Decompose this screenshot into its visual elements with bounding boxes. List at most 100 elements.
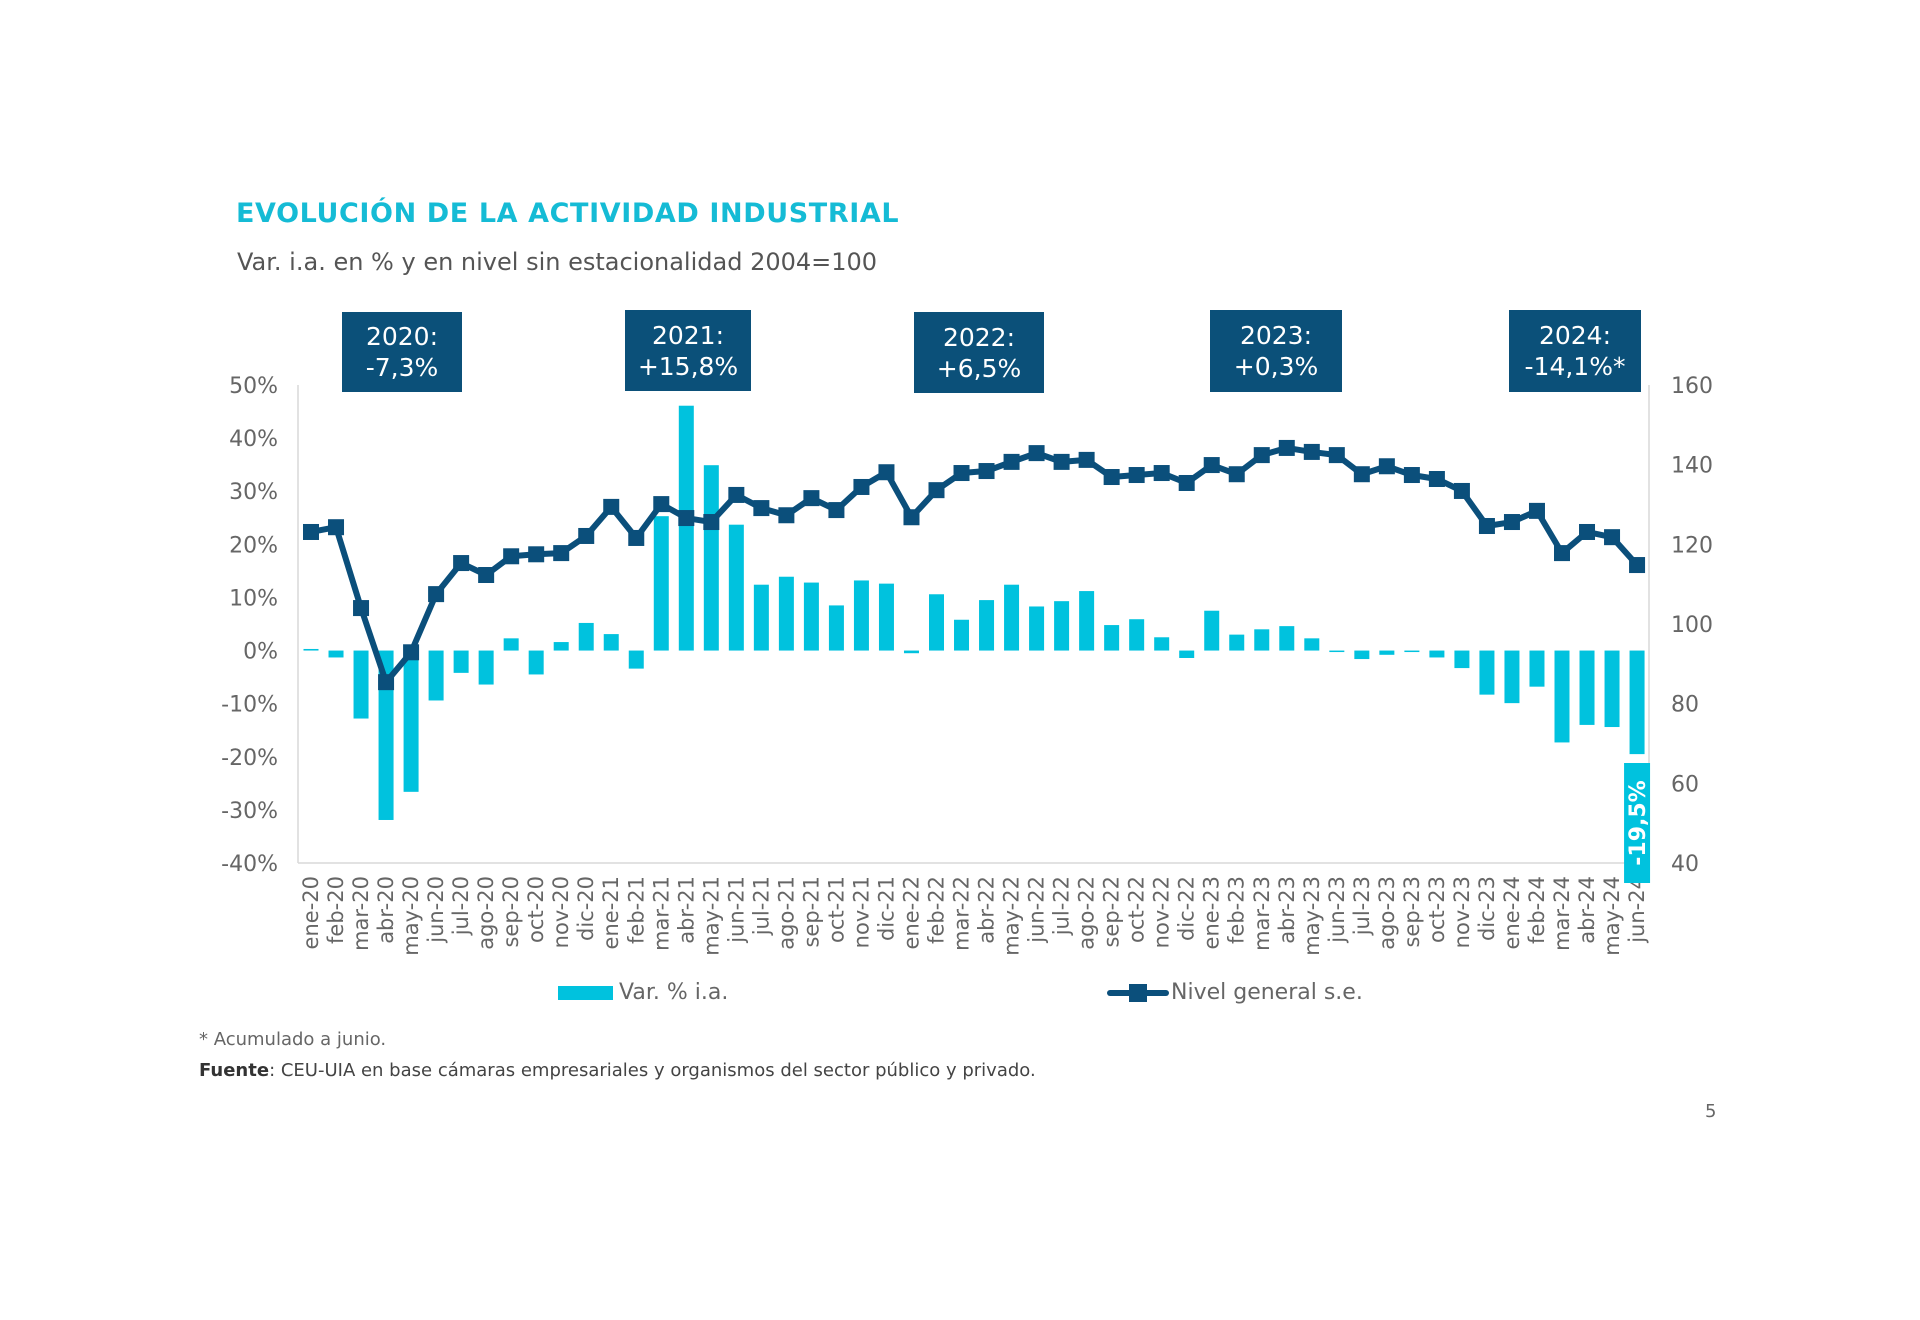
line-marker [778,507,795,524]
line-marker [928,482,945,499]
legend-bar-swatch [558,985,613,1000]
line-marker [878,464,895,481]
x-tick-label: jul-23 [1350,876,1374,936]
bar [1629,650,1645,755]
chart-title: EVOLUCIÓN DE LA ACTIVIDAD INDUSTRIAL [236,198,900,229]
x-tick-label: mar-24 [1550,876,1574,951]
annual-box-value: -7,3% [365,353,439,382]
y-right-tick-label: 80 [1671,693,1699,718]
annual-box-value: +6,5% [936,353,1022,383]
bar [979,600,995,651]
bar [328,650,344,658]
x-tick-label: abr-24 [1575,876,1599,944]
y-right-tick-label: 160 [1671,374,1713,399]
x-tick-label: ene-20 [299,876,323,949]
x-tick-label: ago-21 [774,876,798,950]
x-tick-label: may-23 [1300,876,1324,956]
x-tick-label: nov-21 [849,876,873,948]
bar [1104,625,1120,651]
line-marker [1629,557,1646,574]
bar [1179,650,1195,658]
y-right-tick-label: 140 [1671,454,1713,479]
bar [728,524,744,651]
x-tick-label: mar-22 [950,876,974,951]
bar [453,650,469,673]
footnote: * Acumulado a junio. [199,1029,387,1050]
bar [853,580,869,651]
data-label-box [1624,763,1651,883]
y-left-tick-label: 0% [243,640,278,665]
line-marker [1203,457,1220,474]
line-marker [528,546,545,563]
line-marker [378,674,395,691]
line-marker [1604,529,1621,546]
bar [1204,610,1220,651]
x-tick-label: jun-22 [1025,876,1049,944]
x-tick-label: dic-21 [874,876,898,941]
bar [753,584,769,651]
bar [403,650,419,792]
line-marker [828,502,845,519]
line-marker [453,555,470,572]
x-tick-label: may-22 [1000,876,1024,956]
x-tick-label: oct-21 [824,876,848,943]
bar [1429,650,1445,658]
x-tick-label: mar-23 [1250,876,1274,951]
annual-box-year: 2024: [1538,321,1612,350]
x-tick-label: abr-23 [1275,876,1299,944]
line-marker [553,545,570,562]
line-marker [1028,445,1045,462]
x-tick-label: may-21 [699,876,723,956]
x-tick-label: dic-20 [574,876,598,941]
line-marker [728,486,745,503]
bar [1229,634,1245,651]
bar [1304,638,1320,651]
line-marker [953,465,970,482]
bar [353,650,369,719]
x-tick-label: nov-20 [549,876,573,948]
bar [478,650,494,685]
page-number: 5 [1705,1101,1717,1122]
annual-box-year: 2021: [651,320,725,350]
annual-box-2023: 2023: +0,3% [1210,310,1342,392]
bar [1079,591,1095,651]
bar [1054,601,1070,651]
x-tick-label: jun-21 [724,876,748,944]
legend-item-line: Nivel general s.e. [1107,980,1363,1005]
line-marker [303,523,319,540]
y-left-tick-label: -30% [221,799,278,824]
x-tick-label: abr-20 [374,876,398,944]
legend-label: Nivel general s.e. [1171,980,1363,1005]
line-marker [1253,447,1270,464]
y-left-tick-label: 50% [229,374,278,399]
y-left-tick-label: 30% [229,480,278,505]
bar [678,405,694,651]
x-tick-label: sep-20 [499,876,523,948]
y-left-tick-label: -20% [221,746,278,771]
line-marker [1228,466,1245,483]
x-tick-label: oct-20 [524,876,548,943]
source-text: : CEU-UIA en base cámaras empresariales … [269,1060,1036,1081]
bar-series [303,405,1645,820]
line-marker [1128,467,1145,484]
y-right-tick-label: 100 [1671,613,1713,638]
source-label: Fuente [199,1060,270,1081]
line-marker [603,498,620,515]
bar [1404,650,1420,653]
bar [828,605,844,651]
line-marker [1278,439,1295,456]
x-tick-label: feb-21 [624,876,648,944]
line-marker [428,586,445,603]
x-tick-label: jun-24 [1625,876,1649,944]
x-tick-label: dic-23 [1475,876,1499,941]
bar [1504,650,1520,704]
line-marker [1428,471,1445,488]
bar [1129,619,1145,651]
line-marker [1328,447,1345,464]
bar [1529,650,1545,687]
line-marker [403,644,420,661]
line-marker [978,463,995,480]
y-left-tick-label: 20% [229,533,278,558]
chart-subtitle: Var. i.a. en % y en nivel sin estacional… [237,248,878,276]
